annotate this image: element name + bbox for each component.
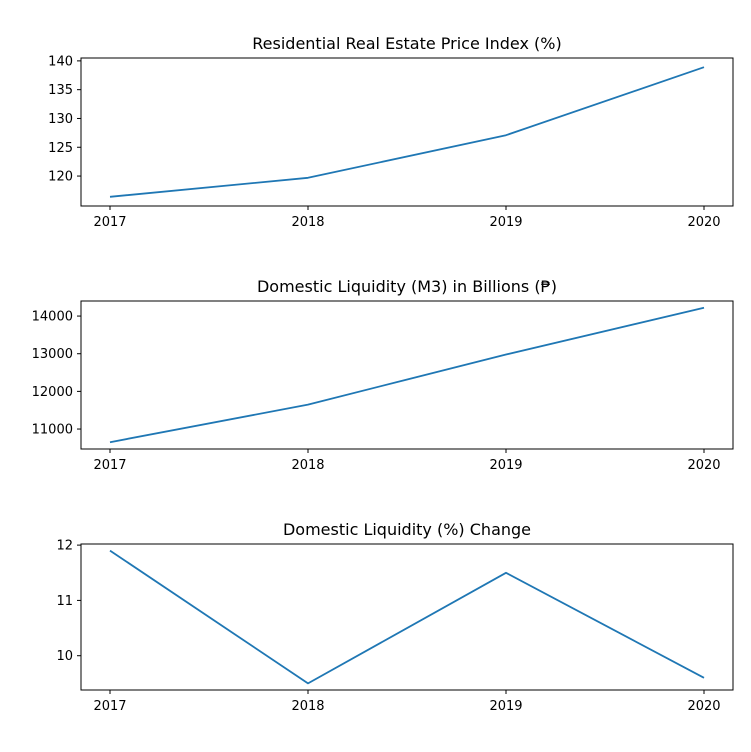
y-tick-label: 10 <box>56 649 73 664</box>
y-tick-label: 11 <box>56 594 73 609</box>
y-tick-label: 13000 <box>32 347 73 362</box>
y-tick-label: 125 <box>48 141 73 156</box>
chart-panel-3: Domestic Liquidity (%) Change 10 11 12 2017 2… <box>56 520 734 714</box>
plot-frame <box>80 57 734 207</box>
chart-title: Domestic Liquidity (M3) in Billions (₱) <box>257 277 557 296</box>
series-line <box>109 306 705 444</box>
y-tick-label: 135 <box>48 83 73 98</box>
y-tick-label: 130 <box>48 112 73 127</box>
x-tick-label: 2020 <box>687 699 720 714</box>
chart-title: Domestic Liquidity (%) Change <box>283 520 531 539</box>
chart-panel-2: Domestic Liquidity (M3) in Billions (₱) 1… <box>32 277 734 473</box>
plot-frame <box>80 300 734 450</box>
chart-title: Residential Real Estate Price Index (%) <box>252 34 561 53</box>
x-tick-label: 2017 <box>93 215 126 230</box>
y-tick-label: 12 <box>56 539 73 554</box>
x-tick-label: 2018 <box>291 699 324 714</box>
x-tick-label: 2020 <box>687 215 720 230</box>
y-tick-label: 120 <box>48 170 73 185</box>
series-line <box>109 66 705 198</box>
y-tick-label: 12000 <box>32 385 73 400</box>
x-tick-label: 2017 <box>93 458 126 473</box>
x-tick-label: 2018 <box>291 458 324 473</box>
y-tick-label: 11000 <box>32 423 73 438</box>
plot-frame <box>80 543 734 691</box>
series-line <box>109 549 705 685</box>
x-tick-label: 2019 <box>489 699 522 714</box>
x-tick-label: 2019 <box>489 215 522 230</box>
x-tick-label: 2017 <box>93 699 126 714</box>
x-tick-label: 2020 <box>687 458 720 473</box>
charts-container: Residential Real Estate Price Index (%) 1… <box>32 34 734 714</box>
x-tick-label: 2019 <box>489 458 522 473</box>
x-tick-label: 2018 <box>291 215 324 230</box>
y-tick-label: 140 <box>48 54 73 69</box>
y-tick-label: 14000 <box>32 310 73 325</box>
chart-panel-1: Residential Real Estate Price Index (%) 1… <box>48 34 734 230</box>
